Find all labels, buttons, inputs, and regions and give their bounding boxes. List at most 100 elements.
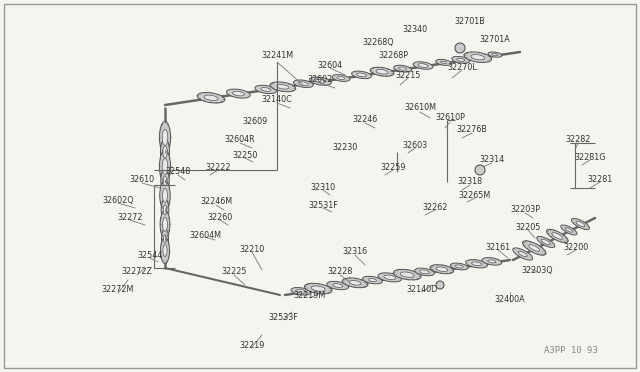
Ellipse shape (436, 267, 448, 272)
Ellipse shape (537, 237, 555, 247)
Text: 32400A: 32400A (495, 295, 525, 305)
Ellipse shape (161, 237, 170, 263)
Ellipse shape (161, 169, 169, 193)
Text: 32531F: 32531F (308, 201, 338, 209)
Ellipse shape (161, 229, 168, 249)
Text: 32241M: 32241M (261, 51, 293, 60)
Text: 32314: 32314 (479, 155, 504, 164)
Text: 32340: 32340 (403, 26, 428, 35)
Ellipse shape (160, 180, 170, 211)
Ellipse shape (488, 52, 502, 57)
Text: 32701B: 32701B (454, 17, 485, 26)
Ellipse shape (413, 62, 433, 69)
Ellipse shape (457, 58, 465, 61)
Text: 32268P: 32268P (378, 51, 408, 60)
Text: 32222: 32222 (205, 164, 231, 173)
Text: 32246M: 32246M (200, 198, 232, 206)
Text: 32203Q: 32203Q (521, 266, 553, 275)
Ellipse shape (204, 95, 218, 100)
Ellipse shape (316, 79, 325, 83)
Ellipse shape (351, 71, 371, 78)
Ellipse shape (369, 279, 376, 282)
Text: 32282: 32282 (565, 135, 591, 144)
Ellipse shape (162, 129, 168, 145)
Text: 32219: 32219 (239, 340, 265, 350)
Ellipse shape (163, 188, 168, 202)
Ellipse shape (378, 273, 402, 282)
Ellipse shape (342, 278, 368, 288)
Ellipse shape (513, 248, 532, 260)
Ellipse shape (327, 281, 349, 290)
Text: 32228: 32228 (327, 267, 353, 276)
Text: 32140D: 32140D (406, 285, 438, 295)
Ellipse shape (547, 229, 568, 243)
Ellipse shape (161, 139, 170, 165)
Ellipse shape (337, 77, 345, 80)
Text: 32250: 32250 (232, 151, 258, 160)
Ellipse shape (270, 82, 296, 92)
Text: 32265M: 32265M (459, 192, 491, 201)
Text: 32603: 32603 (403, 141, 428, 150)
Text: 32701A: 32701A (479, 35, 510, 45)
Ellipse shape (332, 75, 350, 81)
Ellipse shape (159, 150, 171, 182)
Ellipse shape (163, 176, 167, 186)
Text: 32604R: 32604R (225, 135, 255, 144)
Ellipse shape (436, 60, 452, 65)
Ellipse shape (482, 257, 502, 265)
Ellipse shape (197, 93, 225, 103)
Text: 32210: 32210 (239, 246, 264, 254)
Text: 32272: 32272 (117, 214, 143, 222)
Ellipse shape (492, 54, 498, 56)
Ellipse shape (529, 245, 540, 251)
Ellipse shape (376, 70, 388, 74)
Text: 32205: 32205 (515, 224, 541, 232)
Text: 32260: 32260 (207, 214, 232, 222)
Text: 32610: 32610 (129, 176, 155, 185)
Ellipse shape (565, 228, 573, 232)
Ellipse shape (471, 55, 484, 60)
Circle shape (436, 281, 444, 289)
Ellipse shape (305, 283, 332, 294)
Ellipse shape (561, 225, 577, 235)
Ellipse shape (576, 221, 585, 227)
Text: 32272Z: 32272Z (122, 267, 152, 276)
Ellipse shape (163, 244, 167, 257)
Ellipse shape (296, 289, 306, 293)
Ellipse shape (400, 272, 414, 277)
Text: 32533F: 32533F (268, 314, 298, 323)
Ellipse shape (161, 199, 169, 221)
Text: 32318: 32318 (458, 177, 483, 186)
Text: 32544: 32544 (138, 250, 163, 260)
Ellipse shape (159, 121, 171, 153)
Ellipse shape (552, 232, 563, 239)
Text: 32262: 32262 (422, 203, 448, 212)
Text: 32276B: 32276B (456, 125, 488, 135)
Text: 32219M: 32219M (294, 291, 326, 299)
Text: 32268Q: 32268Q (362, 38, 394, 48)
Text: 32203P: 32203P (510, 205, 540, 215)
Ellipse shape (394, 269, 421, 280)
Ellipse shape (255, 85, 276, 94)
Ellipse shape (163, 205, 167, 215)
Ellipse shape (464, 52, 492, 62)
Ellipse shape (488, 260, 496, 263)
Ellipse shape (162, 158, 168, 174)
Text: 32259: 32259 (380, 164, 406, 173)
Text: 32246: 32246 (353, 115, 378, 125)
Text: 32281G: 32281G (574, 154, 605, 163)
Ellipse shape (232, 92, 244, 96)
Text: A3PP 10 93: A3PP 10 93 (544, 346, 598, 355)
Ellipse shape (294, 80, 314, 87)
Text: 32225: 32225 (221, 267, 247, 276)
Ellipse shape (430, 264, 454, 274)
Ellipse shape (394, 65, 412, 72)
Ellipse shape (384, 275, 396, 280)
Ellipse shape (541, 239, 550, 245)
Ellipse shape (291, 288, 311, 295)
Ellipse shape (160, 211, 170, 238)
Text: 32161: 32161 (485, 244, 511, 253)
Text: 32602Q: 32602Q (102, 196, 134, 205)
Text: 32215: 32215 (396, 71, 420, 80)
Ellipse shape (440, 61, 447, 64)
